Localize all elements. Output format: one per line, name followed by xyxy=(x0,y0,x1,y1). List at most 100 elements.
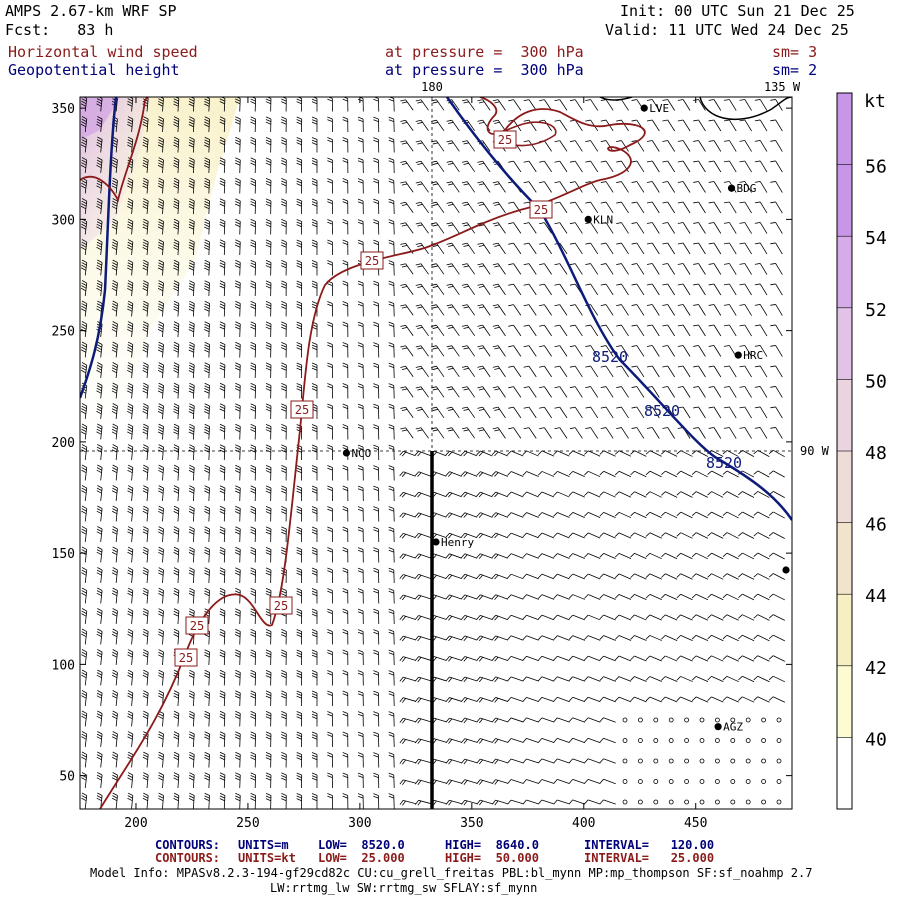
wind-barb xyxy=(754,283,768,296)
wind-barb xyxy=(204,464,210,481)
wind-barb xyxy=(616,427,629,439)
wind-barb xyxy=(311,342,318,358)
wind-barb xyxy=(388,506,395,522)
wind-barb xyxy=(127,382,134,399)
wind-barb xyxy=(492,427,506,439)
wind-barb xyxy=(400,201,414,214)
wind-barb xyxy=(173,731,180,748)
speed-contour-label-box xyxy=(493,130,517,149)
wind-barb xyxy=(476,491,493,498)
wind-barb xyxy=(446,222,460,234)
wind-barb xyxy=(630,511,647,519)
wind-barb xyxy=(693,406,706,419)
wind-barb xyxy=(754,140,768,152)
wind-barb xyxy=(631,222,645,234)
station-dot-edge xyxy=(782,566,790,574)
wind-barb xyxy=(127,792,134,809)
wind-barb xyxy=(219,362,226,379)
wind-barb xyxy=(568,594,585,600)
wind-barb xyxy=(342,629,349,645)
wind-barb xyxy=(523,427,537,439)
wind-barb xyxy=(676,573,693,580)
wind-barb xyxy=(446,304,460,316)
wind-barb xyxy=(250,649,257,666)
wind-barb xyxy=(357,608,364,625)
wind-barb xyxy=(204,136,210,153)
wind-barb xyxy=(491,532,509,539)
wind-barb xyxy=(614,655,632,662)
wind-barb xyxy=(311,506,318,522)
wind-barb xyxy=(80,403,88,420)
wind-barb xyxy=(250,505,257,522)
wind-barb xyxy=(599,717,616,723)
wind-barb xyxy=(724,283,737,296)
wind-barb xyxy=(265,567,272,584)
wind-barb xyxy=(399,553,416,560)
wind-barb xyxy=(491,799,509,806)
colorbar-label: 40 xyxy=(865,729,887,750)
wind-barb xyxy=(142,587,149,604)
wind-barb xyxy=(311,260,318,276)
wind-barb xyxy=(234,198,241,215)
wind-barb xyxy=(445,532,462,539)
wind-barb xyxy=(142,259,149,276)
wind-barb xyxy=(357,424,364,440)
wind-barb xyxy=(158,649,164,666)
wind-barb xyxy=(585,160,599,173)
wind-barb xyxy=(81,649,88,666)
colorbar-label: 44 xyxy=(865,586,887,607)
wind-barb xyxy=(342,793,349,809)
wind-barb xyxy=(707,696,724,703)
wind-barb xyxy=(342,547,349,563)
wind-barb xyxy=(522,655,539,662)
wind-barb xyxy=(569,222,583,234)
wind-barb xyxy=(342,362,349,379)
wind-barb xyxy=(96,772,103,789)
wind-barb xyxy=(522,676,539,682)
wind-barb xyxy=(646,263,660,275)
calm-marker xyxy=(684,779,689,784)
wind-barb xyxy=(265,280,272,297)
wind-barb xyxy=(111,444,118,461)
wind-barb xyxy=(127,97,134,112)
wind-barb xyxy=(477,160,491,173)
wind-barb xyxy=(327,97,333,112)
wind-barb xyxy=(373,629,380,645)
wind-barb xyxy=(693,201,706,214)
wind-barb xyxy=(415,324,429,337)
wind-barb xyxy=(373,485,380,502)
calm-marker xyxy=(699,799,705,805)
wind-barb xyxy=(327,485,333,502)
wind-barb xyxy=(311,485,318,502)
speed-contour-label-box xyxy=(185,616,209,635)
wind-barb xyxy=(630,635,647,641)
wind-barb xyxy=(646,365,660,378)
wind-barb xyxy=(569,365,583,378)
x-tick-label: 300 xyxy=(348,816,371,831)
wind-barb xyxy=(96,628,103,645)
wind-barb xyxy=(234,280,241,297)
wind-barb xyxy=(722,470,739,478)
wind-barb xyxy=(553,532,570,539)
wind-barb xyxy=(614,511,632,519)
wind-barb xyxy=(158,792,164,809)
wind-barb xyxy=(693,222,706,234)
wind-barb xyxy=(508,242,522,255)
wind-barb xyxy=(693,324,706,337)
wind-barb xyxy=(722,655,739,662)
wind-barb xyxy=(414,758,432,765)
wind-barb xyxy=(388,526,395,543)
wind-barb xyxy=(691,676,709,682)
wind-barb xyxy=(568,450,585,457)
wind-barb xyxy=(342,465,349,481)
wind-barb xyxy=(399,779,416,786)
wind-barb xyxy=(477,263,491,275)
calm-marker xyxy=(715,779,720,784)
wind-barb xyxy=(327,752,333,768)
wind-barb xyxy=(631,140,645,152)
wind-barb xyxy=(599,450,616,457)
wind-barb xyxy=(446,201,460,214)
wind-barb xyxy=(477,406,491,419)
wind-barb xyxy=(173,321,180,338)
wind-barb xyxy=(327,731,333,748)
